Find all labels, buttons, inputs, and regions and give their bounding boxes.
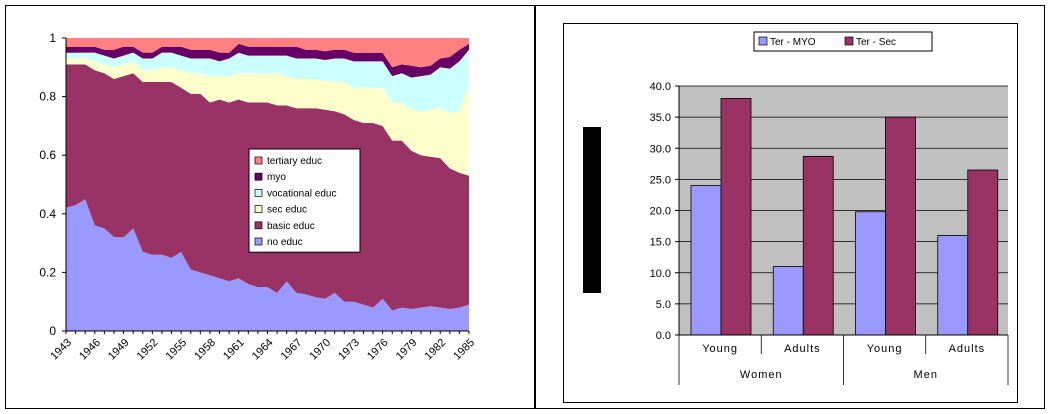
y-tick-label: 0.2	[39, 265, 56, 279]
bar-1-0	[720, 98, 752, 336]
left-chart-panel: 0 0.2 0.4 0.6 0.8 1 1943 1946 1949 1952 1955 1958 19…	[5, 5, 535, 409]
legend-swatch	[254, 237, 263, 246]
y-tick-label: 0.4	[39, 207, 56, 221]
legend-label: Ter - MYO	[770, 37, 816, 48]
x-tick-label: 1964	[250, 337, 276, 363]
legend-label: basic educ	[267, 221, 315, 232]
area-series-0	[66, 199, 469, 331]
y-tick-label: 40.0	[650, 81, 671, 93]
legend-label: vocational educ	[267, 188, 337, 199]
x-tick-label: 1949	[106, 337, 132, 363]
x-tick-label: 1952	[135, 337, 161, 363]
x-tick-label: 1979	[394, 337, 420, 363]
x-tick-label: 1955	[163, 337, 189, 363]
x-tick-label: 1958	[192, 337, 218, 363]
legend-label: myo	[267, 172, 286, 183]
bar-legend: Ter - MYO Ter - Sec	[753, 31, 933, 52]
x-category-label: Young	[702, 343, 738, 355]
y-tick-label: 0.6	[39, 148, 56, 162]
area-legend: tertiary educ myo vocational educ sec educ b…	[248, 148, 361, 253]
y-tick-label: 0.0	[656, 330, 671, 342]
group-label: Women	[740, 369, 783, 381]
legend-swatch	[758, 36, 768, 46]
x-tick-label: 1973	[336, 337, 362, 363]
x-tick-label: 1982	[423, 337, 449, 363]
x-category-label: Young	[867, 343, 903, 355]
legend-swatch	[254, 156, 263, 165]
bar-1-2	[885, 116, 916, 336]
legend-swatch	[254, 205, 263, 213]
grouped-bar-chart: 0.0 5.0 10.0 15.0 20.0 25.0 30.0 35.0 40.0 Young A…	[583, 31, 1009, 385]
bar-chart-frame: 0.0 5.0 10.0 15.0 20.0 25.0 30.0 35.0 40.0 Young A…	[563, 23, 1018, 403]
y-tick-label: 25.0	[650, 174, 671, 186]
x-category-label: Adults	[784, 343, 821, 355]
legend-swatch	[254, 221, 263, 230]
x-tick-label: 1943	[48, 337, 74, 363]
legend-swatch	[844, 36, 854, 46]
bar-0-3	[937, 234, 969, 336]
legend-label: Ter - Sec	[856, 37, 896, 48]
bar-0-1	[772, 266, 804, 336]
y-tick-label: 10.0	[650, 268, 671, 280]
bar-0-2	[855, 211, 886, 336]
y-axis-title-block	[583, 127, 601, 293]
x-tick-label: 1985	[451, 337, 477, 363]
bar-1-1	[802, 155, 834, 336]
y-tick-label: 0.8	[39, 90, 56, 104]
x-tick-label: 1946	[77, 337, 103, 363]
area-series-5	[66, 38, 469, 68]
y-tick-label: 35.0	[650, 112, 671, 124]
group-label: Men	[914, 369, 938, 381]
legend-swatch	[254, 172, 263, 181]
right-chart-panel: 0.0 5.0 10.0 15.0 20.0 25.0 30.0 35.0 40.0 Young A…	[535, 5, 1045, 409]
y-tick-label: 0	[49, 324, 56, 338]
y-tick-label: 20.0	[650, 206, 671, 218]
x-tick-label: 1976	[365, 337, 391, 363]
bar-0-0	[690, 185, 722, 336]
legend-label: tertiary educ	[267, 156, 322, 167]
x-tick-label: 1970	[307, 337, 333, 363]
bar-1-3	[967, 169, 999, 336]
legend-box	[248, 148, 361, 253]
legend-box	[753, 31, 933, 52]
y-tick-label: 5.0	[656, 299, 671, 311]
legend-label: sec educ	[267, 205, 307, 216]
y-tick-label: 1	[49, 31, 56, 45]
x-tick-label: 1961	[221, 337, 247, 363]
legend-swatch	[254, 189, 263, 197]
legend-label: no educ	[267, 237, 303, 248]
x-category-label: Adults	[949, 343, 986, 355]
y-tick-label: 15.0	[650, 237, 671, 249]
x-tick-label: 1967	[279, 337, 305, 363]
y-tick-label: 30.0	[650, 143, 671, 155]
area-series-4	[66, 43, 469, 78]
area-series-3	[66, 49, 469, 113]
